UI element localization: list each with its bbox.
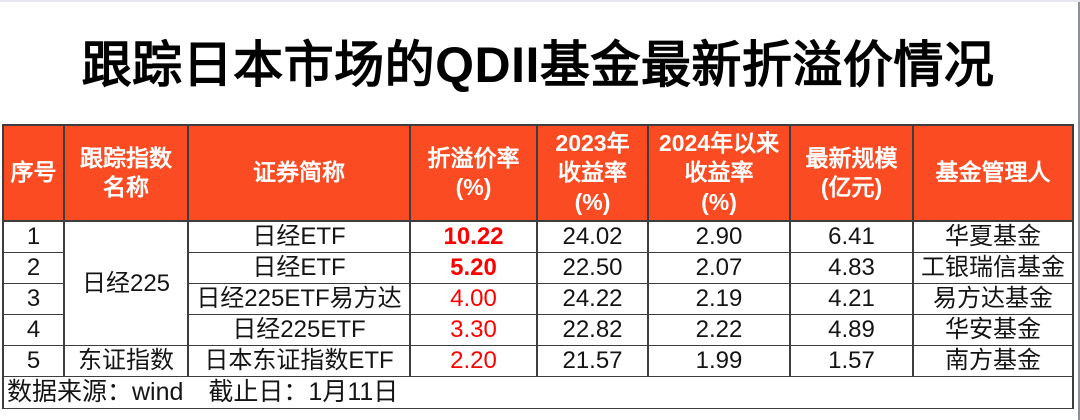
security-name-cell: 日本东证指数ETF bbox=[187, 345, 411, 377]
table-row: 3 日经225ETF易方达 4.00 24.22 2.19 4.21 易方达基金 bbox=[2, 283, 1074, 315]
security-name-cell: 日经225ETF易方达 bbox=[187, 283, 411, 315]
page-top-edge bbox=[0, 0, 1080, 2]
return2024-cell: 1.99 bbox=[647, 345, 791, 377]
col-header-no: 序号 bbox=[2, 124, 65, 222]
return2023-cell: 24.22 bbox=[536, 283, 649, 315]
premium-cell-0: 10.22 bbox=[409, 220, 538, 253]
index-cell-nikkei225: 日经225 bbox=[63, 220, 189, 346]
table-header: 序号 跟踪指数 名称 证券简称 折溢价率 (%) 2023年 收益率 (%) 2… bbox=[2, 124, 1074, 222]
source-note: 数据来源：wind 截止日：1月11日 bbox=[2, 376, 1074, 409]
seq-cell: 2 bbox=[2, 252, 65, 284]
return2024-cell: 2.19 bbox=[647, 283, 791, 315]
seq-cell: 1 bbox=[2, 220, 65, 253]
scale-cell: 1.57 bbox=[789, 345, 914, 377]
col-header-security-name: 证券简称 bbox=[187, 124, 411, 222]
manager-cell: 南方基金 bbox=[912, 345, 1074, 377]
table-row: 5 东证指数 日本东证指数ETF 2.20 21.57 1.99 1.57 南方… bbox=[2, 345, 1074, 377]
seq-cell: 5 bbox=[2, 345, 65, 377]
col-header-return-2023: 2023年 收益率 (%) bbox=[536, 124, 649, 222]
scale-cell: 4.21 bbox=[789, 283, 914, 315]
header-row: 序号 跟踪指数 名称 证券简称 折溢价率 (%) 2023年 收益率 (%) 2… bbox=[2, 124, 1074, 222]
table-footer: 数据来源：wind 截止日：1月11日 bbox=[2, 376, 1074, 409]
col-header-index-name: 跟踪指数 名称 bbox=[63, 124, 189, 222]
premium-cell-4: 2.20 bbox=[409, 345, 538, 377]
col-header-premium-rate: 折溢价率 (%) bbox=[409, 124, 538, 222]
seq-cell: 3 bbox=[2, 283, 65, 315]
security-name-cell: 日经ETF bbox=[187, 252, 411, 284]
security-name-cell: 日经ETF bbox=[187, 220, 411, 253]
return2023-cell: 24.02 bbox=[536, 220, 649, 253]
index-cell-topix: 东证指数 bbox=[63, 345, 189, 377]
page-right-edge bbox=[1078, 2, 1080, 420]
manager-cell: 华安基金 bbox=[912, 314, 1074, 346]
scale-cell: 6.41 bbox=[789, 220, 914, 253]
footer-row: 数据来源：wind 截止日：1月11日 bbox=[2, 376, 1074, 409]
table-body: 1 日经225 日经ETF 10.22 24.02 2.90 6.41 华夏基金… bbox=[2, 220, 1074, 377]
table-row: 2 日经ETF 5.20 22.50 2.07 4.83 工银瑞信基金 bbox=[2, 252, 1074, 284]
manager-cell: 易方达基金 bbox=[912, 283, 1074, 315]
table-row: 4 日经225ETF 3.30 22.82 2.22 4.89 华安基金 bbox=[2, 314, 1074, 346]
qdii-premium-table: 序号 跟踪指数 名称 证券简称 折溢价率 (%) 2023年 收益率 (%) 2… bbox=[2, 124, 1074, 409]
table-row: 1 日经225 日经ETF 10.22 24.02 2.90 6.41 华夏基金 bbox=[2, 220, 1074, 346]
security-name-cell: 日经225ETF bbox=[187, 314, 411, 346]
premium-cell-2: 4.00 bbox=[409, 283, 538, 315]
return2023-cell: 22.82 bbox=[536, 314, 649, 346]
premium-cell-1: 5.20 bbox=[409, 252, 538, 284]
col-header-return-2024: 2024年以来 收益率 (%) bbox=[647, 124, 791, 222]
return2024-cell: 2.22 bbox=[647, 314, 791, 346]
premium-cell-3: 3.30 bbox=[409, 314, 538, 346]
page-title: 跟踪日本市场的QDII基金最新折溢价情况 bbox=[81, 37, 995, 93]
return2024-cell: 2.90 bbox=[647, 220, 791, 253]
return2024-cell: 2.07 bbox=[647, 252, 791, 284]
scale-cell: 4.83 bbox=[789, 252, 914, 284]
col-header-scale: 最新规模 (亿元) bbox=[789, 124, 914, 222]
manager-cell: 工银瑞信基金 bbox=[912, 252, 1074, 284]
return2023-cell: 22.50 bbox=[536, 252, 649, 284]
manager-cell: 华夏基金 bbox=[912, 220, 1074, 253]
seq-cell: 4 bbox=[2, 314, 65, 346]
scale-cell: 4.89 bbox=[789, 314, 914, 346]
col-header-manager: 基金管理人 bbox=[912, 124, 1074, 222]
return2023-cell: 21.57 bbox=[536, 345, 649, 377]
